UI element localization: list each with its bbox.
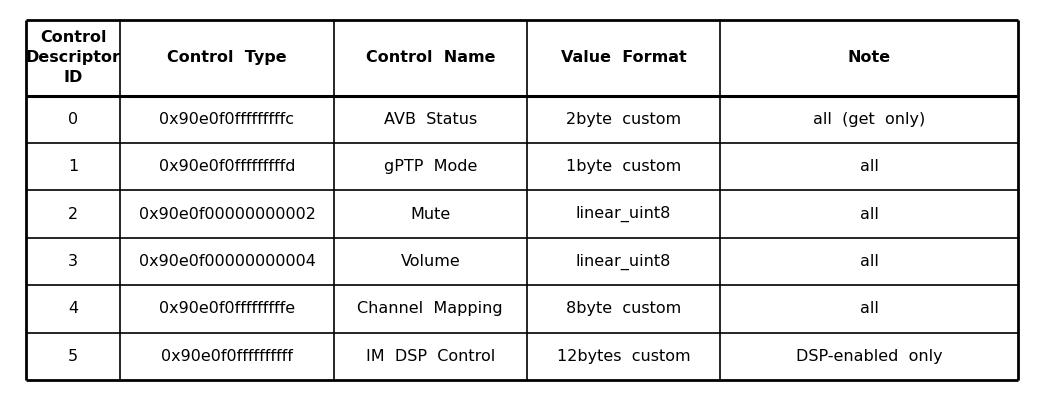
Text: all: all bbox=[859, 254, 879, 269]
Bar bbox=[120, 96, 333, 143]
Bar bbox=[333, 333, 527, 380]
Bar bbox=[26, 190, 120, 238]
Bar bbox=[333, 285, 527, 333]
Text: 12bytes  custom: 12bytes custom bbox=[556, 349, 690, 364]
Text: Control  Name: Control Name bbox=[365, 50, 495, 65]
Bar bbox=[120, 333, 333, 380]
Bar bbox=[720, 143, 1018, 190]
Text: all: all bbox=[859, 159, 879, 174]
Text: 0x90e0f00000000002: 0x90e0f00000000002 bbox=[139, 207, 315, 222]
Bar bbox=[720, 20, 1018, 96]
Bar bbox=[26, 285, 120, 333]
Bar bbox=[333, 238, 527, 285]
Bar bbox=[26, 20, 120, 96]
Text: Channel  Mapping: Channel Mapping bbox=[357, 302, 503, 316]
Text: 1byte  custom: 1byte custom bbox=[566, 159, 682, 174]
Bar bbox=[527, 143, 720, 190]
Bar bbox=[527, 238, 720, 285]
Text: 0x90e0f0fffffffffe: 0x90e0f0fffffffffe bbox=[159, 302, 295, 316]
Text: all  (get  only): all (get only) bbox=[813, 112, 925, 127]
Bar bbox=[527, 20, 720, 96]
Bar bbox=[120, 238, 333, 285]
Text: 0x90e0f0fffffffffc: 0x90e0f0fffffffffc bbox=[160, 112, 294, 127]
Bar bbox=[527, 190, 720, 238]
Text: Note: Note bbox=[848, 50, 891, 65]
Bar bbox=[333, 190, 527, 238]
Text: 2: 2 bbox=[68, 207, 78, 222]
Bar bbox=[120, 190, 333, 238]
Bar bbox=[720, 285, 1018, 333]
Bar bbox=[720, 333, 1018, 380]
Text: DSP-enabled  only: DSP-enabled only bbox=[796, 349, 943, 364]
Text: 5: 5 bbox=[68, 349, 78, 364]
Text: linear_uint8: linear_uint8 bbox=[576, 253, 671, 270]
Bar bbox=[333, 96, 527, 143]
Text: Value  Format: Value Format bbox=[561, 50, 687, 65]
Text: IM  DSP  Control: IM DSP Control bbox=[365, 349, 495, 364]
Bar bbox=[720, 238, 1018, 285]
Text: 4: 4 bbox=[68, 302, 78, 316]
Text: 3: 3 bbox=[68, 254, 78, 269]
Text: Mute: Mute bbox=[410, 207, 450, 222]
Bar bbox=[527, 333, 720, 380]
Bar bbox=[527, 285, 720, 333]
Bar bbox=[26, 238, 120, 285]
Text: Control
Descriptor
ID: Control Descriptor ID bbox=[26, 30, 121, 85]
Bar bbox=[333, 143, 527, 190]
Text: all: all bbox=[859, 302, 879, 316]
Text: 0x90e0f00000000004: 0x90e0f00000000004 bbox=[139, 254, 315, 269]
Text: 0x90e0f0ffffffffff: 0x90e0f0ffffffffff bbox=[161, 349, 293, 364]
Text: AVB  Status: AVB Status bbox=[383, 112, 477, 127]
Bar bbox=[720, 96, 1018, 143]
Text: Volume: Volume bbox=[401, 254, 460, 269]
Text: 1: 1 bbox=[68, 159, 78, 174]
Text: gPTP  Mode: gPTP Mode bbox=[383, 159, 477, 174]
Text: all: all bbox=[859, 207, 879, 222]
Bar bbox=[120, 143, 333, 190]
Text: 0: 0 bbox=[68, 112, 78, 127]
Bar bbox=[120, 20, 333, 96]
Bar bbox=[26, 333, 120, 380]
Bar bbox=[26, 96, 120, 143]
Text: 8byte  custom: 8byte custom bbox=[566, 302, 682, 316]
Bar bbox=[333, 20, 527, 96]
Text: linear_uint8: linear_uint8 bbox=[576, 206, 671, 222]
Text: Control  Type: Control Type bbox=[167, 50, 287, 65]
Bar bbox=[26, 143, 120, 190]
Bar bbox=[120, 285, 333, 333]
Bar bbox=[527, 96, 720, 143]
Text: 2byte  custom: 2byte custom bbox=[566, 112, 682, 127]
Bar bbox=[720, 190, 1018, 238]
Text: 0x90e0f0fffffffffd: 0x90e0f0fffffffffd bbox=[159, 159, 295, 174]
